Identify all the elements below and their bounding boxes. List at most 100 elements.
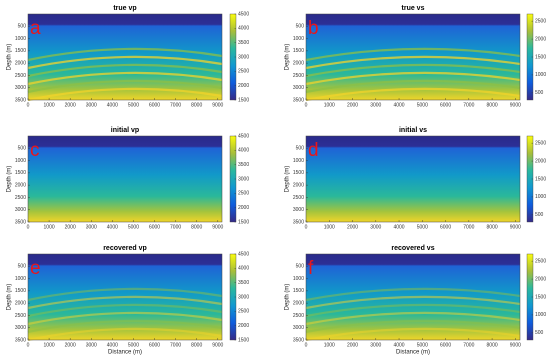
layer <box>305 87 521 102</box>
y-tick-label: 2500 <box>293 313 304 319</box>
x-tick-label: 0 <box>305 342 308 348</box>
x-tick-label: 4000 <box>107 342 118 348</box>
x-tick-label: 3000 <box>370 102 381 108</box>
y-tick-label: 2000 <box>15 60 26 66</box>
layer <box>27 319 223 334</box>
y-tick-label: 1500 <box>15 170 26 176</box>
y-tick-label: 1000 <box>293 276 304 282</box>
x-tick-label: 6000 <box>149 224 160 230</box>
layers <box>305 47 521 102</box>
layer <box>305 79 521 94</box>
colorbar-tick-label: 2000 <box>535 36 546 42</box>
layer <box>27 55 223 70</box>
layer <box>305 47 521 62</box>
colorbar-tick-label: 2000 <box>238 83 249 89</box>
colorbar-tick-label: 4500 <box>238 133 249 139</box>
y-tick-label: 3500 <box>15 219 26 225</box>
axes-box <box>305 253 521 341</box>
colorbar-tick-label: 4000 <box>238 148 249 154</box>
x-tick-label: 7000 <box>170 224 181 230</box>
layer <box>305 63 521 78</box>
y-tick-label: 2500 <box>15 313 26 319</box>
x-tick-label: 3000 <box>370 342 381 348</box>
x-tick-label: 8000 <box>191 224 202 230</box>
y-tick-label: 2000 <box>15 300 26 306</box>
x-tick-label: 5000 <box>417 224 428 230</box>
y-tick-label: 500 <box>18 24 27 30</box>
x-tick-label: 5000 <box>128 224 139 230</box>
x-tick-label: 1000 <box>44 102 55 108</box>
x-tick-label: 8000 <box>191 342 202 348</box>
panel: recovered vs f 0 1000 2000 3000 4000 5000 6000 70… <box>285 245 547 355</box>
layer <box>305 303 521 318</box>
panel-title: true vs <box>402 5 425 12</box>
x-tick-label: 3000 <box>370 224 381 230</box>
panel: initial vs d 0 1000 2000 3000 4000 5000 6000 7000… <box>285 127 547 230</box>
colorbar-tick-label: 500 <box>535 330 544 336</box>
y-tick-label: 2000 <box>15 182 26 188</box>
x-tick-label: 9000 <box>510 102 521 108</box>
colorbar-tick-label: 4500 <box>238 11 249 17</box>
x-tick-label: 2000 <box>347 102 358 108</box>
x-tick-label: 3000 <box>86 342 97 348</box>
x-tick-label: 4000 <box>107 224 118 230</box>
colorbar-tick-label: 2000 <box>238 323 249 329</box>
layer <box>305 311 521 326</box>
y-tick-label: 3500 <box>293 219 304 225</box>
axes-box <box>305 135 521 223</box>
panel-letter: f <box>308 258 314 279</box>
y-tick-label: 1500 <box>15 48 26 54</box>
colorbar-tick-label: 1500 <box>238 97 249 103</box>
x-tick-label: 2000 <box>65 224 76 230</box>
colorbar-tick-label: 2500 <box>535 18 546 24</box>
x-tick-label: 8000 <box>191 102 202 108</box>
panel-title: true vp <box>113 5 136 12</box>
layer <box>305 71 521 86</box>
layer <box>27 87 223 102</box>
x-tick-label: 0 <box>305 224 308 230</box>
y-tick-label: 2500 <box>15 73 26 79</box>
panel-title: recovered vp <box>103 245 147 252</box>
y-tick-label: 1500 <box>15 288 26 294</box>
y-tick-label: 2000 <box>293 182 304 188</box>
y-tick-label: 1500 <box>293 170 304 176</box>
colorbar-tick-label: 1500 <box>238 219 249 225</box>
y-axis-label: Depth (m) <box>7 284 13 311</box>
colorbar-tick-label: 2000 <box>238 205 249 211</box>
panel: true vs b 0 1000 2000 3000 4000 5000 6000 7000 800… <box>285 5 547 108</box>
y-tick-label: 3500 <box>293 97 304 103</box>
colorbar-tick-label: 3500 <box>238 40 249 46</box>
colorbar-tick-label: 2000 <box>535 276 546 282</box>
panel: recovered vp e 0 1000 2000 3000 4000 5000 6000 70… <box>7 245 250 355</box>
panel-letter: a <box>30 18 41 39</box>
x-tick-label: 2000 <box>347 342 358 348</box>
y-tick-label: 2500 <box>15 195 26 201</box>
model-image <box>28 136 222 222</box>
x-tick-label: 3000 <box>86 102 97 108</box>
y-tick-label: 1000 <box>15 36 26 42</box>
x-tick-label: 5000 <box>128 342 139 348</box>
x-axis-label: Distance (m) <box>396 350 430 355</box>
y-tick-label: 3500 <box>15 97 26 103</box>
colorbar-tick-label: 2500 <box>238 191 249 197</box>
x-tick-label: 1000 <box>324 102 335 108</box>
x-tick-label: 0 <box>27 102 30 108</box>
colorbar-tick-label: 2500 <box>535 258 546 264</box>
x-tick-label: 5000 <box>128 102 139 108</box>
x-tick-label: 4000 <box>393 102 404 108</box>
colorbar-tick-label: 3000 <box>238 54 249 60</box>
x-tick-label: 2000 <box>65 102 76 108</box>
y-axis-label: Depth (m) <box>285 166 291 193</box>
layer <box>27 295 223 310</box>
y-tick-label: 500 <box>296 24 305 30</box>
y-tick-label: 3500 <box>293 337 304 343</box>
x-tick-label: 9000 <box>212 102 223 108</box>
x-tick-label: 9000 <box>510 224 521 230</box>
y-axis-label: Depth (m) <box>7 166 13 193</box>
x-tick-label: 1000 <box>324 342 335 348</box>
x-tick-label: 4000 <box>393 342 404 348</box>
y-tick-label: 1000 <box>15 158 26 164</box>
layer <box>27 63 223 78</box>
x-tick-label: 7000 <box>463 224 474 230</box>
colorbar-tick-label: 3500 <box>238 280 249 286</box>
